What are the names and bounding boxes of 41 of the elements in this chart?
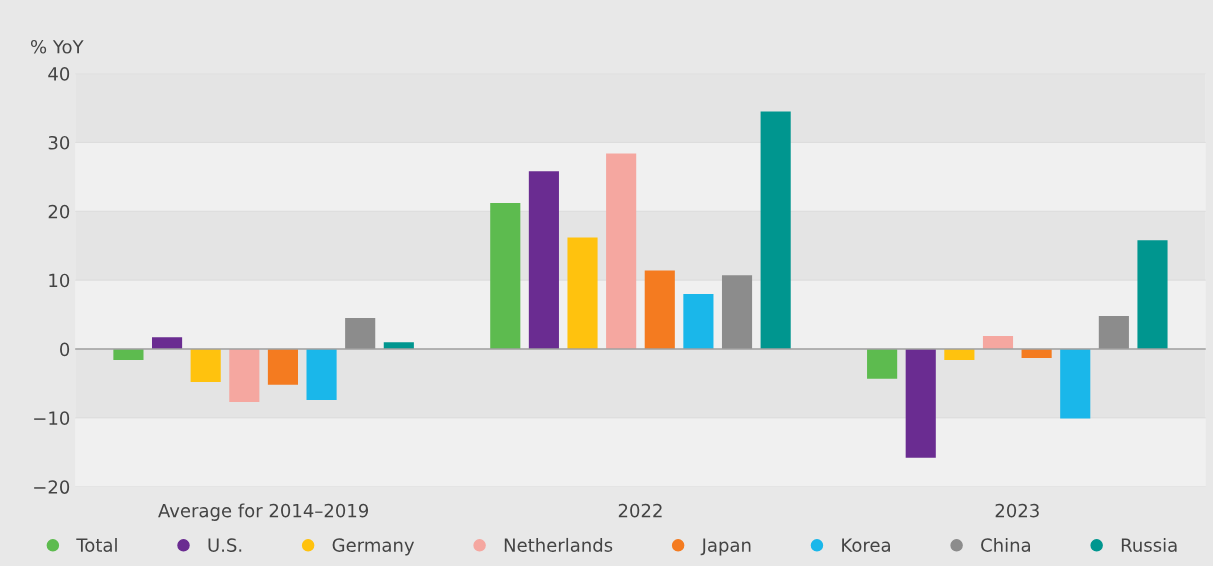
bar (721, 275, 753, 350)
legend-label: Russia (1121, 537, 1177, 552)
bar (644, 270, 675, 350)
bar (152, 337, 183, 350)
bar (683, 293, 714, 350)
y-axis-title: % YoY (30, 39, 84, 54)
bar (567, 237, 598, 350)
bar (1137, 240, 1168, 350)
bar (229, 349, 260, 403)
bar (905, 349, 936, 458)
y-tick-label: 40 (48, 67, 70, 81)
bar (490, 203, 521, 350)
bar (606, 153, 637, 350)
y-tick-label: 30 (48, 135, 70, 150)
legend-label: U.S. (208, 538, 242, 552)
legend-label: Germany (332, 538, 415, 556)
x-tick-label: 2022 (618, 503, 662, 518)
bar (760, 111, 791, 350)
bar (113, 349, 144, 361)
x-tick-label: Average for 2014–2019 (158, 503, 369, 521)
x-tick-label: 2023 (995, 503, 1039, 518)
legend-label: Netherlands (504, 537, 613, 552)
y-tick-label: 0 (60, 342, 70, 357)
y-tick-label: −10 (34, 411, 70, 426)
legend-label: China (981, 537, 1031, 552)
y-tick-label: 20 (48, 204, 70, 219)
bar (345, 318, 376, 350)
bar (944, 349, 975, 361)
bar (1060, 349, 1091, 419)
legend-label: Korea (842, 538, 890, 552)
bar (528, 171, 559, 350)
bar (1098, 315, 1129, 350)
bar (982, 335, 1014, 350)
bar (190, 349, 221, 383)
legend-label: Japan (700, 538, 751, 556)
bar (306, 349, 337, 400)
y-tick-label: −20 (34, 480, 70, 494)
legend-label: Total (76, 537, 117, 552)
bar (267, 349, 298, 385)
y-tick-label: 10 (49, 273, 70, 288)
bar (867, 349, 898, 379)
